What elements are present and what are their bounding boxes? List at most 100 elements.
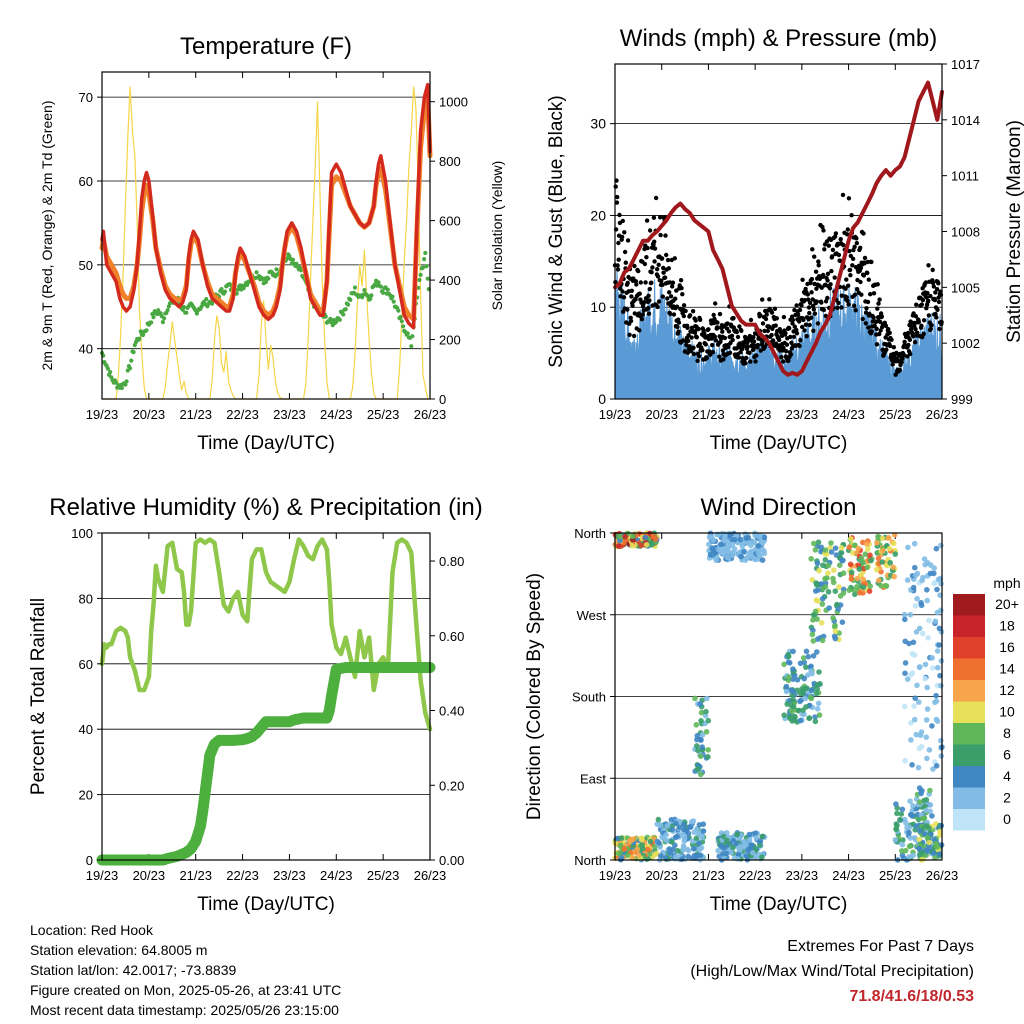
wind-direction-point [705, 717, 712, 724]
wind-direction-point [663, 837, 670, 844]
wind-direction-point [655, 816, 662, 823]
wind-direction-point [813, 690, 820, 697]
wind-direction-point [918, 602, 925, 609]
wind-direction-point [812, 718, 819, 725]
gust-point [644, 218, 650, 223]
gust-point [645, 245, 650, 251]
wind-direction-point [761, 534, 768, 541]
legend-label: 14 [999, 661, 1015, 677]
wind-direction-point [788, 708, 794, 714]
wind-direction-point [937, 828, 943, 835]
gust-point [811, 328, 816, 333]
wind-direction-point [825, 589, 832, 595]
gust-point [760, 339, 765, 344]
gust-point [825, 295, 830, 301]
wind-direction-point [705, 747, 711, 753]
gust-point [812, 254, 817, 259]
gust-point [878, 319, 883, 325]
dewpoint-point [266, 276, 271, 281]
gust-point [784, 342, 790, 347]
wind-direction-point [930, 665, 936, 671]
gust-point [840, 192, 846, 198]
y-tick-label-left: 70 [79, 90, 93, 105]
wind-direction-point [680, 831, 686, 838]
gust-point [618, 294, 623, 299]
gust-point [668, 311, 673, 317]
gust-point [760, 297, 765, 302]
gust-point [866, 325, 871, 330]
wind-direction-point [810, 627, 816, 634]
x-tick-label: 20/23 [133, 407, 166, 422]
gust-point [936, 299, 942, 305]
wind-direction-point [914, 595, 920, 602]
gust-point [678, 278, 684, 283]
wind-direction-point [785, 653, 792, 660]
gust-point [809, 315, 814, 320]
gust-point [781, 314, 787, 320]
gust-point [660, 294, 665, 299]
wind-direction-point [938, 542, 944, 549]
gust-point [687, 313, 693, 318]
gust-point [670, 284, 675, 289]
gust-point [734, 329, 739, 335]
wind-direction-point [697, 753, 704, 759]
legend-title: mph [993, 575, 1020, 591]
wind-direction-point [617, 842, 624, 848]
wind-direction-point [815, 700, 822, 707]
gust-point [717, 311, 723, 317]
gust-point [827, 286, 833, 291]
gust-point [807, 322, 812, 328]
gust-point [911, 334, 916, 339]
legend-label: 18 [999, 618, 1015, 634]
gust-point [637, 291, 642, 296]
gust-point [636, 268, 641, 274]
gust-point [644, 255, 649, 260]
gust-point [685, 325, 690, 330]
wind-direction-point [922, 661, 929, 668]
gust-point [773, 341, 779, 346]
gust-point [825, 271, 831, 276]
dewpoint-point [245, 282, 250, 287]
wind-direction-point [897, 816, 903, 823]
wind-direction-point [838, 545, 845, 551]
gust-point [659, 278, 664, 284]
wind-direction-point [820, 562, 826, 569]
wind-direction-point [848, 576, 855, 582]
gust-point [819, 300, 824, 305]
gust-point [704, 355, 710, 361]
wind-direction-point [899, 852, 906, 858]
gust-point [823, 299, 829, 304]
dewpoint-point [337, 317, 342, 322]
gust-point [821, 228, 826, 233]
wind-direction-point [685, 847, 692, 854]
gust-point [907, 337, 913, 342]
gust-point [770, 338, 776, 343]
gust-point [631, 333, 637, 339]
wind-direction-point [899, 806, 906, 813]
gust-point [811, 307, 816, 312]
wind-direction-point [832, 628, 839, 634]
wind-direction-point [635, 852, 642, 858]
dewpoint-point [422, 257, 427, 262]
gust-point [858, 265, 864, 271]
gust-point [846, 283, 851, 288]
wind-direction-point [681, 838, 688, 844]
gust-point [779, 355, 784, 360]
wind-direction-point [828, 540, 834, 546]
wind-direction-point [902, 616, 908, 623]
gust-point [711, 312, 716, 318]
y-tick-label-right: 1008 [951, 225, 980, 240]
wind-direction-point [911, 540, 918, 547]
wind-direction-point [822, 557, 829, 563]
gust-point [819, 285, 824, 290]
wind-direction-point [783, 688, 790, 695]
wind-direction-point [854, 584, 860, 590]
wind-direction-point [728, 850, 734, 856]
wind-direction-point [930, 766, 936, 772]
wind-direction-point [911, 716, 918, 723]
gust-point [658, 215, 663, 220]
gust-point [871, 291, 877, 296]
wind-direction-point [885, 535, 892, 541]
wind-direction-point [902, 757, 908, 764]
wind-direction-point [854, 575, 861, 582]
